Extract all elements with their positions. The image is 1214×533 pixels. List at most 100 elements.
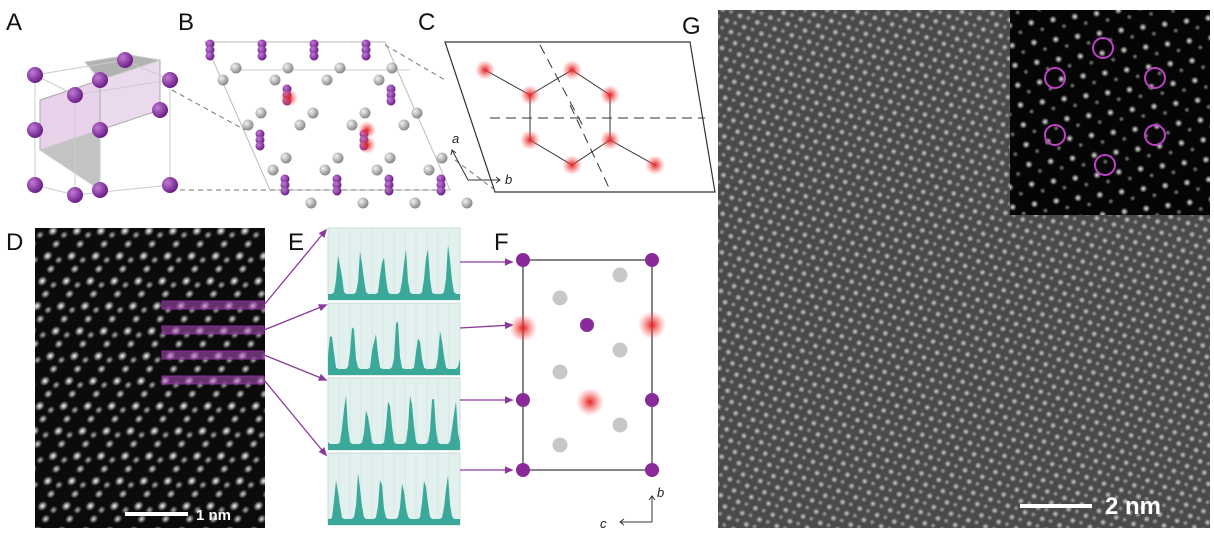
figure: A B C D E F G a b 1 nm [0,0,1214,533]
axis-label: c [600,516,607,531]
profile-bar [162,326,264,334]
atom [283,63,294,74]
atom [306,198,317,209]
crystal-projection [205,40,473,209]
atom [67,187,83,203]
atom [437,187,446,196]
atom [333,153,344,164]
atom [387,97,396,106]
atom [613,343,628,358]
site [280,89,298,107]
arrow-head [319,375,326,380]
panel-label: B [178,9,194,36]
site [475,60,495,80]
site [562,155,582,175]
hexagonal-cell [445,42,715,192]
atom [385,187,394,196]
site [638,311,666,339]
panel-label: G [682,13,701,40]
atom [117,52,133,68]
arrow-head [506,467,512,472]
atom [27,122,43,138]
atom [462,198,473,209]
axes-indicator [451,150,500,183]
atom [67,87,83,103]
unit-cell [509,253,666,477]
atom [162,177,178,193]
atom [281,153,292,164]
atom [152,102,168,118]
atom [308,108,319,119]
atom [333,187,342,196]
crystal-cell [27,52,178,203]
axis-label: b [657,485,664,500]
atom [231,63,242,74]
site [520,130,540,150]
atom [256,108,267,119]
panel-label: E [288,229,304,256]
arrow-head [506,397,512,402]
profile-bar [162,301,264,309]
arrow [264,355,326,380]
axis-label: b [505,172,512,187]
atom [310,52,319,61]
atom [92,72,108,88]
site [645,155,665,175]
arrow-head [506,259,512,264]
atom [580,318,594,332]
axes-indicator [620,496,655,525]
atom [27,67,43,83]
atom [613,418,628,433]
panel-label: C [418,9,435,36]
atom [92,122,108,138]
atom [347,120,358,131]
atom [243,120,254,131]
atom [295,120,306,131]
atom [322,75,333,86]
atom [335,63,346,74]
atom [410,198,421,209]
site [520,85,540,105]
atom [645,463,659,477]
atom [553,438,568,453]
atom [256,142,265,151]
atom [645,253,659,267]
atom [399,120,410,131]
atom [218,75,229,86]
atom [162,72,178,88]
profile-bar [162,351,264,359]
axis-label: a [452,131,459,146]
atom [372,165,383,176]
atom [645,393,659,407]
atom [320,165,331,176]
atom [92,182,108,198]
atom [206,52,215,61]
arrow [264,305,326,330]
atom [516,463,530,477]
site [600,85,620,105]
panel-label: A [6,9,22,36]
atom [516,253,530,267]
arrow [264,380,326,455]
atom [27,177,43,193]
atom [270,75,281,86]
scale-bar-label: 1 nm [196,507,231,524]
atom [268,165,279,176]
atom [613,268,628,283]
intensity-profiles [328,228,460,525]
atom [412,108,423,119]
atom [358,198,369,209]
atom [385,153,396,164]
atom [281,187,290,196]
atom [553,365,568,380]
atom [387,63,398,74]
arrow [460,325,512,328]
atom [360,108,371,119]
panel-label: D [6,229,23,256]
atom [553,291,568,306]
arrow-head [319,305,326,310]
atom [516,393,530,407]
site [358,136,376,154]
connector [172,90,245,130]
atom [437,153,448,164]
